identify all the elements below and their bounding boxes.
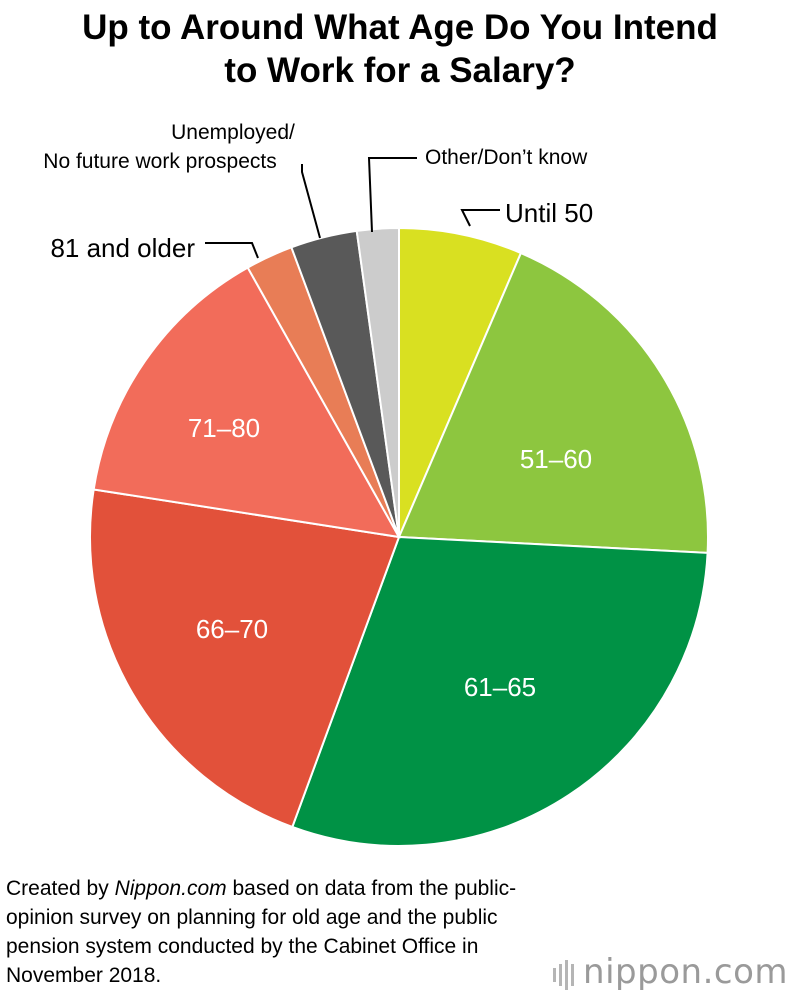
chart-title-line-2: to Work for a Salary? <box>224 51 576 90</box>
pie-slice-3 <box>89 488 401 829</box>
slice-label-7: Other/Don’t know <box>425 146 588 169</box>
logo-text: nippon <box>583 952 703 992</box>
slice-label-1: 51–60 <box>520 444 592 474</box>
pie-chart: Until 50 51–60 61–65 66–70 71–80 81 and older… <box>43 121 709 847</box>
leader-line-0 <box>460 209 500 227</box>
chart-title-line-1: Up to Around What Age Do You Intend <box>82 8 718 47</box>
leader-line-7 <box>367 157 417 233</box>
pie-slice-1 <box>397 251 709 554</box>
source-text: based on data from the public-opinion su… <box>6 877 517 987</box>
slice-label-6-line-1: No future work prospects <box>43 150 276 173</box>
slice-label-5: 81 and older <box>50 233 195 263</box>
nippon-logo-icon <box>553 954 577 994</box>
slice-label-4: 71–80 <box>188 413 260 443</box>
pie-slice-7 <box>355 226 400 538</box>
pie-slice-2 <box>291 535 709 847</box>
source-site: Nippon.com <box>114 877 227 900</box>
source-prefix: Created by <box>6 877 115 900</box>
source-note: Created by Nippon.com based on data from… <box>6 874 526 990</box>
slice-label-6-line-0: Unemployed/ <box>171 121 295 144</box>
logo-suffix: .com <box>702 952 788 992</box>
pie-slice-0 <box>398 226 523 538</box>
slice-label-3: 66–70 <box>196 614 268 644</box>
leader-line-6 <box>301 164 321 239</box>
chart-title: Up to Around What Age Do You Intend to W… <box>0 6 800 92</box>
leader-line-5 <box>205 242 259 259</box>
pie-slice-4 <box>92 266 401 539</box>
slice-label-0: Until 50 <box>505 198 593 228</box>
slice-label-2: 61–65 <box>464 672 536 702</box>
nippon-logo: nippon.com <box>553 952 788 994</box>
